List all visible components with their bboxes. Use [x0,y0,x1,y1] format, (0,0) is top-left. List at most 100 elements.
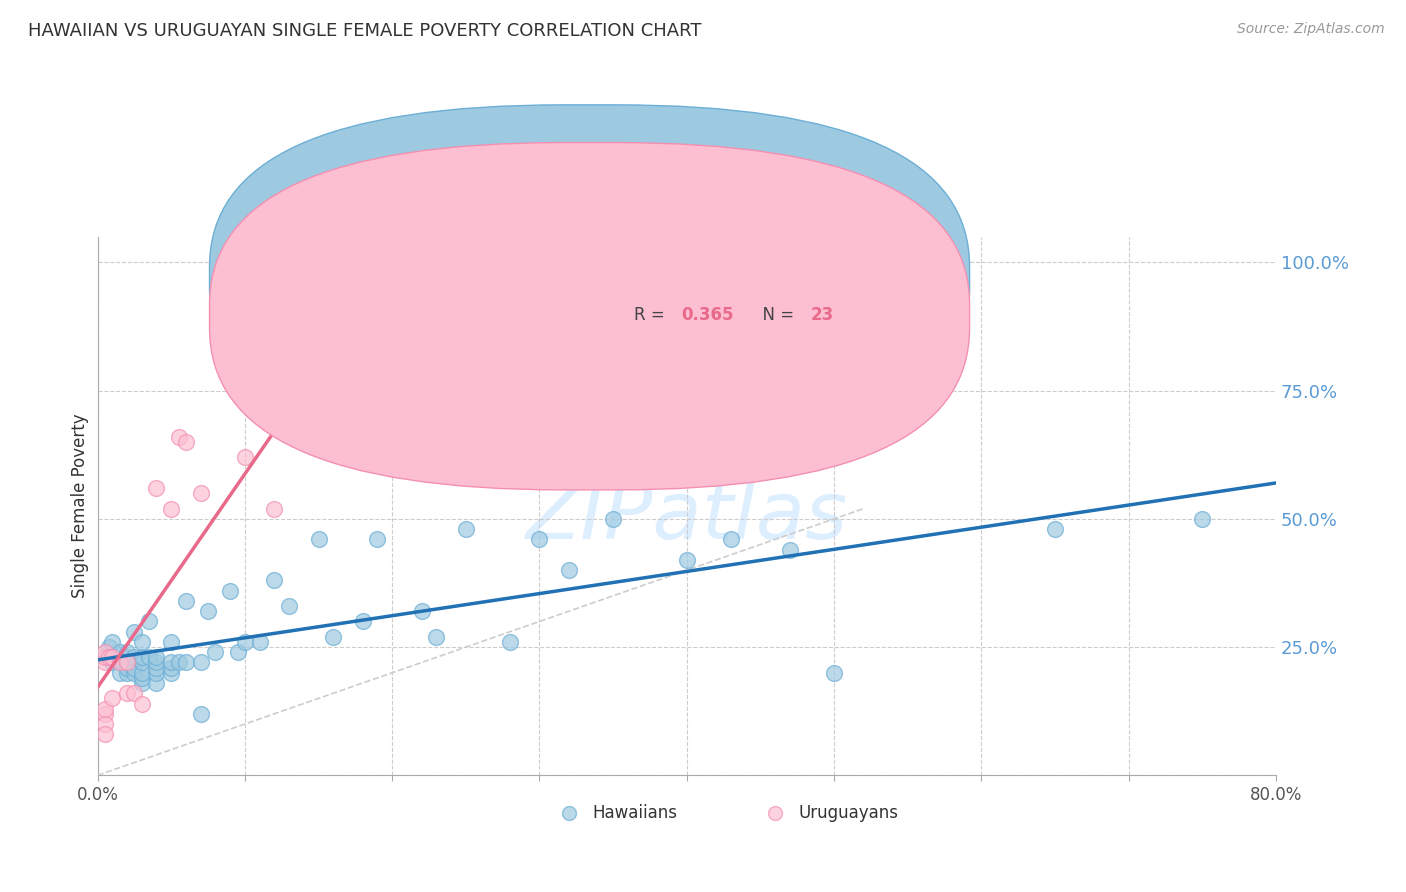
Point [278,599,301,613]
Point [115,660,138,674]
FancyBboxPatch shape [209,143,970,490]
Point [131,671,153,685]
Point [108,656,131,670]
Point [558,563,581,577]
Point [131,665,153,680]
Point [94,645,117,659]
Text: ZIPatlas: ZIPatlas [526,478,848,556]
Y-axis label: Single Female Poverty: Single Female Poverty [72,414,89,599]
Point [249,635,271,649]
Point [94,701,117,715]
Point [124,650,146,665]
FancyBboxPatch shape [209,105,970,452]
Point [174,434,197,449]
Point [115,665,138,680]
Point [131,650,153,665]
Text: 0.367: 0.367 [681,268,734,286]
Point [823,665,845,680]
Point [101,635,124,649]
Point [204,645,226,659]
Point [98,650,121,665]
Point [174,656,197,670]
Point [366,533,388,547]
Point [101,650,124,665]
Point [263,501,285,516]
Point [115,656,138,670]
Point [308,533,330,547]
Point [124,686,146,700]
Point [115,686,138,700]
Text: R =: R = [634,306,669,324]
Point [160,660,183,674]
Point [226,645,249,659]
Point [131,697,153,711]
Point [263,574,285,588]
Point [115,650,138,665]
Point [115,645,138,659]
Point [124,660,146,674]
Point [934,804,956,818]
Point [138,650,160,665]
Text: R =: R = [634,268,669,286]
Text: N =: N = [752,268,799,286]
Point [1191,512,1213,526]
Point [167,656,190,670]
Text: 63: 63 [810,268,834,286]
Point [454,522,477,536]
Point [233,450,256,465]
Point [131,656,153,670]
Point [675,804,697,818]
Text: Source: ZipAtlas.com: Source: ZipAtlas.com [1237,22,1385,37]
Point [174,594,197,608]
Point [101,656,124,670]
FancyBboxPatch shape [533,248,887,350]
Point [425,630,447,644]
Text: Uruguayans: Uruguayans [799,804,898,822]
Point [499,635,522,649]
Point [145,665,167,680]
Point [131,676,153,690]
Point [779,542,801,557]
Point [160,501,183,516]
Point [352,615,374,629]
Point [131,635,153,649]
Point [124,624,146,639]
Text: 0.365: 0.365 [681,306,734,324]
Point [167,430,190,444]
Point [529,533,551,547]
Point [145,650,167,665]
Point [602,512,624,526]
Point [124,665,146,680]
Point [145,676,167,690]
Point [138,615,160,629]
Point [145,656,167,670]
Point [98,640,121,654]
Point [108,656,131,670]
Point [233,635,256,649]
Point [190,486,212,500]
Point [160,635,183,649]
Point [322,630,344,644]
Point [145,481,167,495]
Text: N =: N = [752,306,799,324]
Point [145,660,167,674]
Point [115,656,138,670]
Point [675,553,697,567]
Text: Hawaiians: Hawaiians [592,804,678,822]
Point [94,717,117,731]
Point [94,650,117,665]
Point [108,665,131,680]
Point [219,583,242,598]
Point [94,706,117,721]
Point [720,533,742,547]
Point [160,656,183,670]
Point [94,656,117,670]
Text: 23: 23 [810,306,834,324]
Point [94,650,117,665]
Point [190,656,212,670]
Point [160,665,183,680]
Point [94,727,117,741]
Point [308,440,330,454]
Text: HAWAIIAN VS URUGUAYAN SINGLE FEMALE POVERTY CORRELATION CHART: HAWAIIAN VS URUGUAYAN SINGLE FEMALE POVE… [28,22,702,40]
Point [411,604,433,618]
